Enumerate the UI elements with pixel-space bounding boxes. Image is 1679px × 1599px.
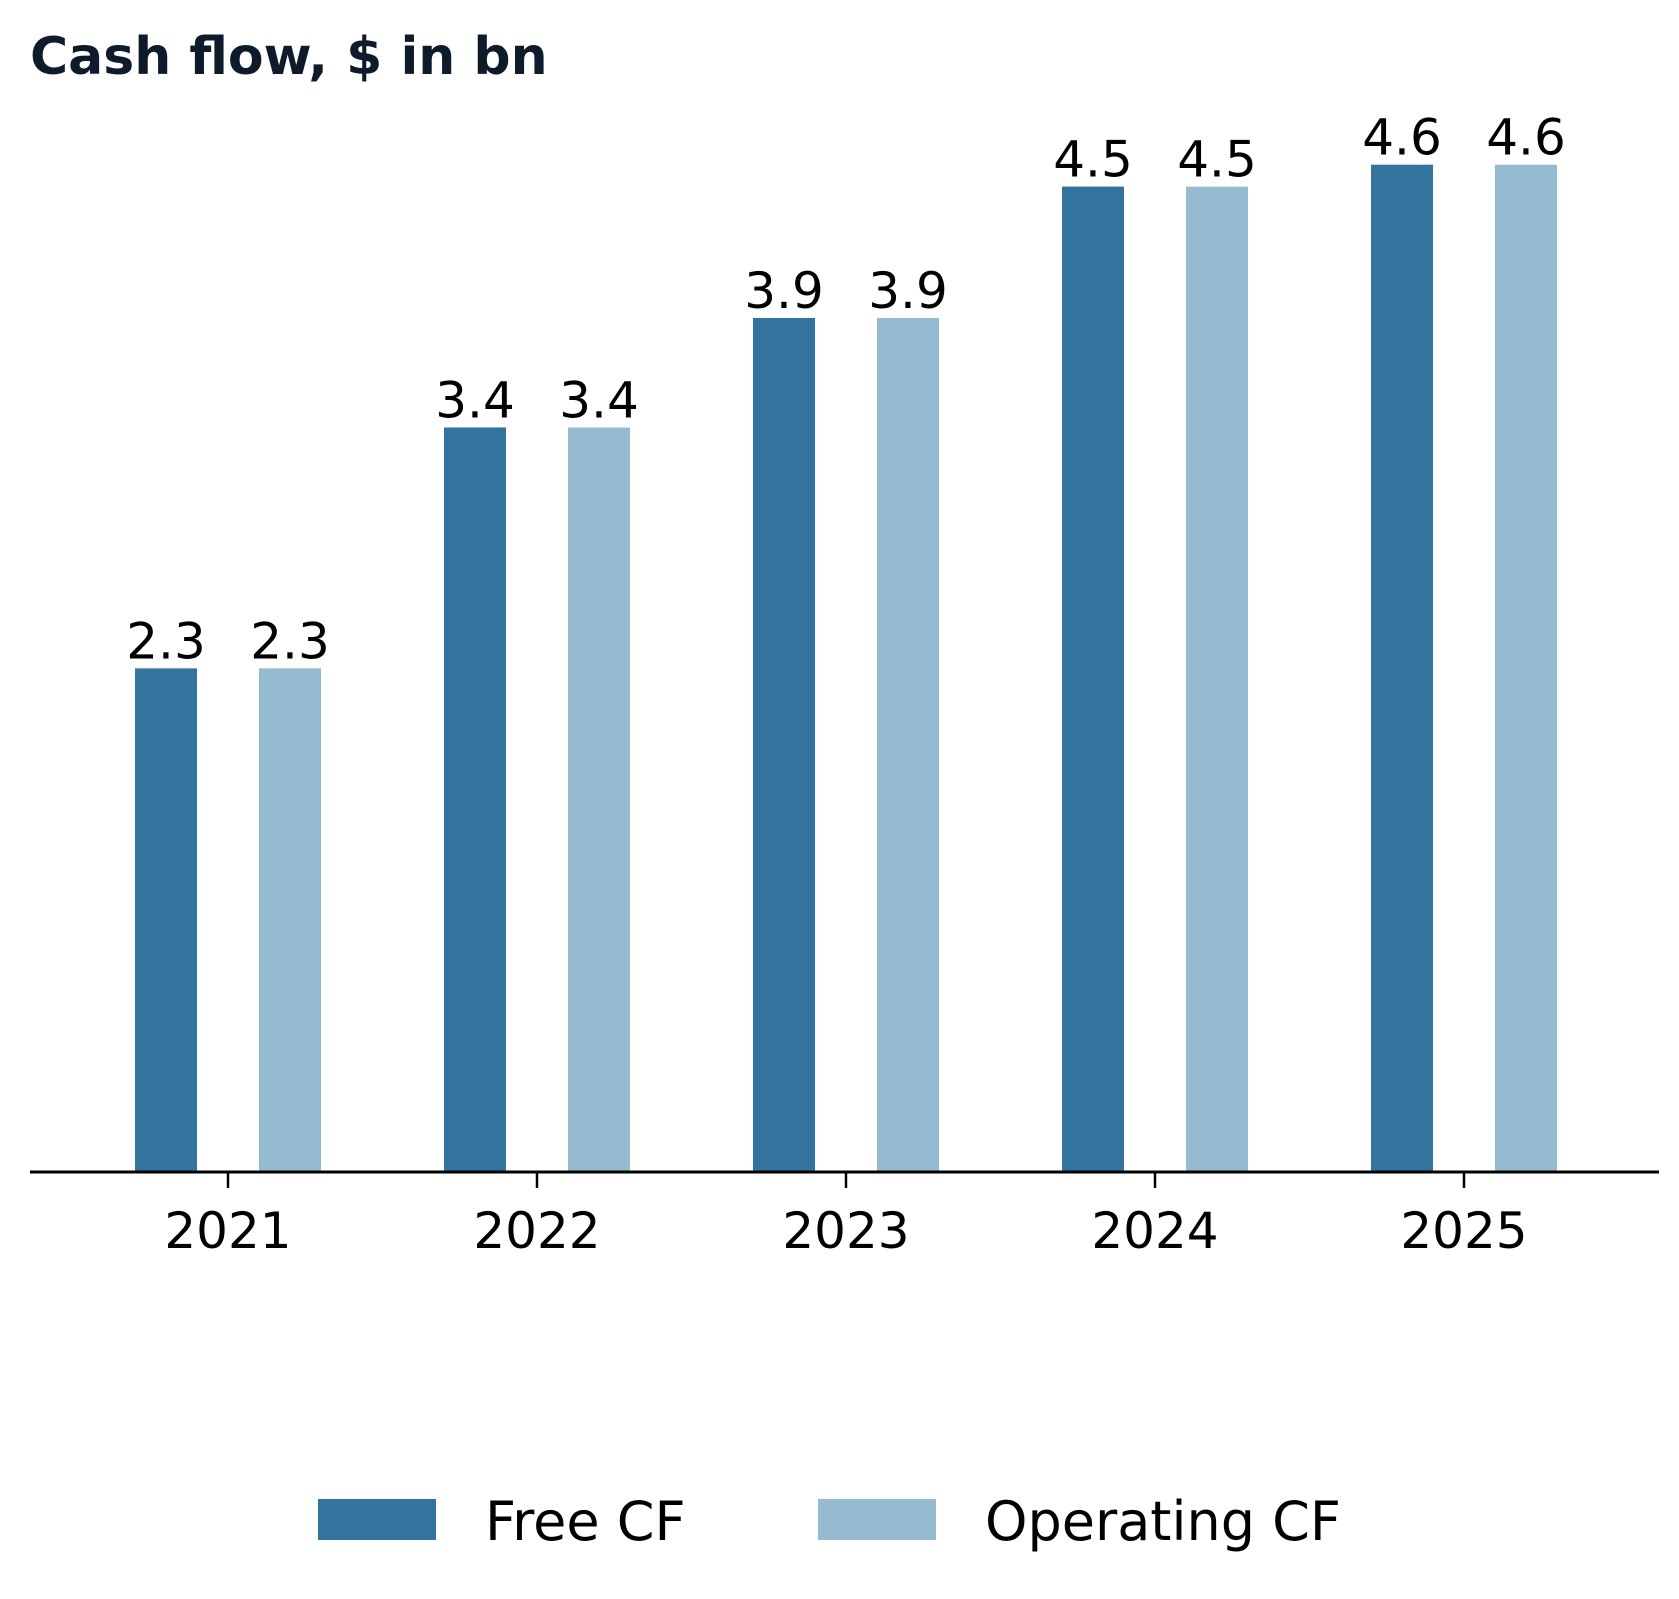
- data-label-operating-cf-2024: 4.5: [1177, 131, 1257, 189]
- bar-operating-cf-2021: [259, 668, 321, 1172]
- bar-operating-cf-2024: [1186, 186, 1248, 1172]
- data-label-operating-cf-2025: 4.6: [1486, 109, 1566, 167]
- data-label-operating-cf-2023: 3.9: [868, 262, 948, 320]
- bar-operating-cf-2023: [877, 317, 939, 1172]
- bar-free-cf-2021: [135, 668, 197, 1172]
- legend-swatch-free-cf: [318, 1499, 436, 1540]
- x-ticks-layer: 2021 2022 2023 2024 2025: [164, 1172, 1528, 1260]
- bar-free-cf-2025: [1371, 164, 1433, 1173]
- data-labels-layer: 2.3 2.3 3.4 3.4 3.9 3.9 4.5 4.5 4.6 4.6: [126, 109, 1566, 671]
- bars-layer: [135, 164, 1557, 1173]
- data-label-operating-cf-2021: 2.3: [250, 612, 330, 670]
- bar-operating-cf-2022: [568, 427, 630, 1173]
- bar-free-cf-2023: [753, 317, 815, 1172]
- chart-title: Cash flow, $ in bn: [30, 27, 548, 87]
- bar-free-cf-2022: [444, 427, 506, 1173]
- data-label-operating-cf-2022: 3.4: [559, 371, 639, 429]
- x-tick-label-2021: 2021: [164, 1202, 291, 1260]
- legend-label-free-cf: Free CF: [485, 1490, 686, 1553]
- legend-label-operating-cf: Operating CF: [985, 1490, 1341, 1553]
- bar-operating-cf-2025: [1495, 164, 1557, 1173]
- bar-free-cf-2024: [1062, 186, 1124, 1172]
- legend: Free CF Operating CF: [318, 1490, 1341, 1553]
- data-label-free-cf-2021: 2.3: [126, 612, 206, 670]
- x-tick-label-2023: 2023: [782, 1202, 909, 1260]
- x-tick-label-2022: 2022: [473, 1202, 600, 1260]
- x-tick-label-2025: 2025: [1400, 1202, 1527, 1260]
- data-label-free-cf-2022: 3.4: [435, 371, 515, 429]
- legend-swatch-operating-cf: [818, 1499, 936, 1540]
- data-label-free-cf-2024: 4.5: [1053, 131, 1133, 189]
- data-label-free-cf-2025: 4.6: [1362, 109, 1442, 167]
- data-label-free-cf-2023: 3.9: [744, 262, 824, 320]
- x-tick-label-2024: 2024: [1091, 1202, 1218, 1260]
